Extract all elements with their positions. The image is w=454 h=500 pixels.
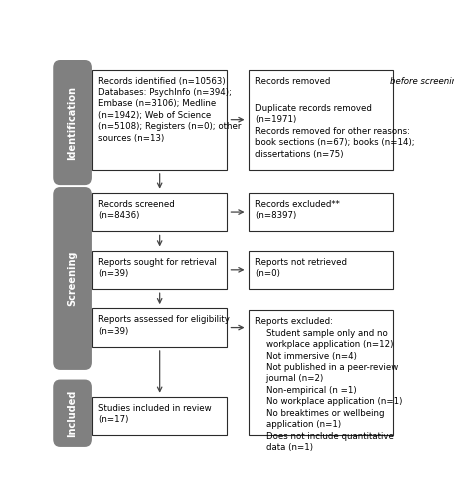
- FancyBboxPatch shape: [92, 397, 227, 436]
- Text: Reports assessed for eligibility
(n=39): Reports assessed for eligibility (n=39): [98, 316, 230, 336]
- Text: Reports excluded:
    Student sample only and no
    workplace application (n=12: Reports excluded: Student sample only an…: [255, 317, 402, 452]
- FancyBboxPatch shape: [92, 250, 227, 289]
- FancyBboxPatch shape: [92, 308, 227, 347]
- Text: Records removed: Records removed: [255, 76, 333, 86]
- Text: Studies included in review
(n=17): Studies included in review (n=17): [98, 404, 212, 424]
- Text: Records excluded**
(n=8397): Records excluded** (n=8397): [255, 200, 340, 220]
- Text: Reports sought for retrieval
(n=39): Reports sought for retrieval (n=39): [98, 258, 217, 278]
- FancyBboxPatch shape: [53, 187, 92, 370]
- Text: Reports not retrieved
(n=0): Reports not retrieved (n=0): [255, 258, 347, 278]
- Text: Identification: Identification: [68, 86, 78, 160]
- FancyBboxPatch shape: [92, 70, 227, 170]
- FancyBboxPatch shape: [248, 193, 393, 232]
- FancyBboxPatch shape: [248, 70, 393, 170]
- FancyBboxPatch shape: [53, 60, 92, 185]
- FancyBboxPatch shape: [53, 380, 92, 447]
- FancyBboxPatch shape: [248, 250, 393, 289]
- Text: Records screened
(n=8436): Records screened (n=8436): [98, 200, 175, 220]
- Text: before screening: before screening: [390, 76, 454, 86]
- FancyBboxPatch shape: [248, 310, 393, 436]
- Text: Records identified (n=10563)
Databases: PsychInfo (n=394);
Embase (n=3106); Medl: Records identified (n=10563) Databases: …: [98, 76, 242, 143]
- Text: Included: Included: [68, 390, 78, 437]
- Text: Screening: Screening: [68, 250, 78, 306]
- FancyBboxPatch shape: [92, 193, 227, 232]
- Text: Duplicate records removed
(n=1971)
Records removed for other reasons:
book secti: Duplicate records removed (n=1971) Recor…: [255, 104, 415, 158]
